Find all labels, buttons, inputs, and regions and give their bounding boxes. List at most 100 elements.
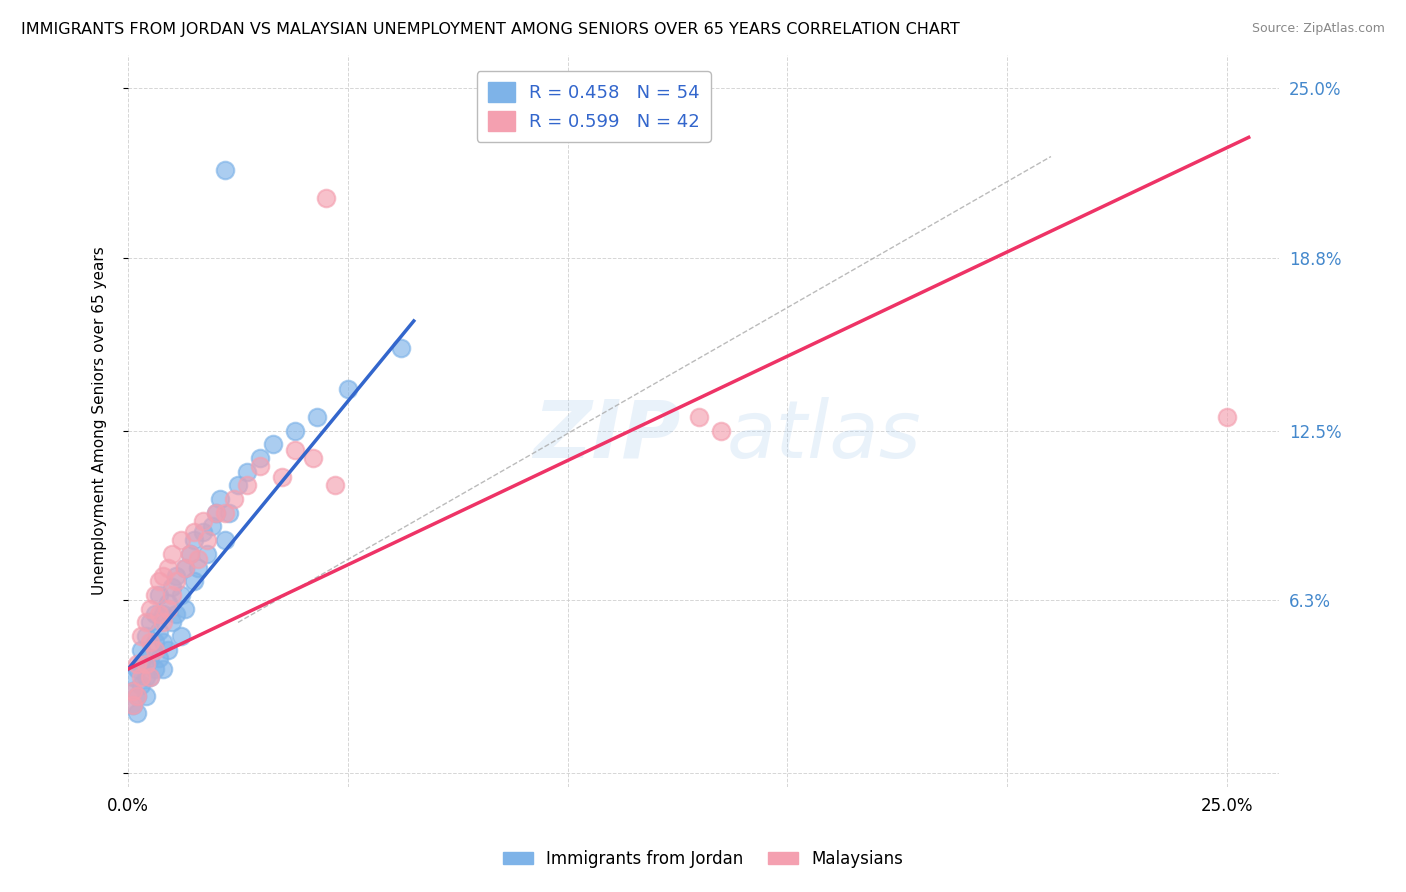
Point <box>166 607 188 622</box>
Point <box>143 588 166 602</box>
Point <box>135 690 157 704</box>
Point <box>139 670 162 684</box>
Point <box>143 634 166 648</box>
Point <box>143 642 166 657</box>
Point <box>389 342 412 356</box>
Point <box>218 506 240 520</box>
Point <box>174 601 197 615</box>
Point <box>179 547 201 561</box>
Point <box>131 629 153 643</box>
Point <box>214 533 236 548</box>
Point <box>160 615 183 630</box>
Point <box>710 424 733 438</box>
Text: atlas: atlas <box>727 397 921 475</box>
Point <box>170 588 193 602</box>
Point <box>187 552 209 566</box>
Point <box>121 684 143 698</box>
Legend: Immigrants from Jordan, Malaysians: Immigrants from Jordan, Malaysians <box>496 844 910 875</box>
Point <box>139 634 162 648</box>
Point <box>174 560 197 574</box>
Point <box>160 588 183 602</box>
Point <box>148 607 170 622</box>
Point <box>201 519 224 533</box>
Point <box>148 624 170 638</box>
Point <box>195 547 218 561</box>
Point <box>301 450 323 465</box>
Y-axis label: Unemployment Among Seniors over 65 years: Unemployment Among Seniors over 65 years <box>93 246 107 595</box>
Point <box>1215 409 1237 424</box>
Point <box>166 574 188 589</box>
Point <box>135 657 157 671</box>
Point <box>152 634 174 648</box>
Point <box>139 670 162 684</box>
Point <box>152 662 174 676</box>
Point <box>183 524 205 539</box>
Point <box>135 615 157 630</box>
Point <box>179 547 201 561</box>
Point <box>152 607 174 622</box>
Point <box>131 642 153 657</box>
Point <box>121 684 143 698</box>
Text: ZIP: ZIP <box>533 397 681 475</box>
Point <box>191 524 214 539</box>
Point <box>170 629 193 643</box>
Point <box>125 690 148 704</box>
Point <box>156 560 179 574</box>
Point <box>183 533 205 548</box>
Point <box>139 601 162 615</box>
Point <box>148 651 170 665</box>
Point <box>191 514 214 528</box>
Point <box>249 450 271 465</box>
Point <box>226 478 249 492</box>
Point <box>214 506 236 520</box>
Point <box>125 657 148 671</box>
Point <box>125 690 148 704</box>
Point <box>205 506 228 520</box>
Point <box>156 596 179 610</box>
Point <box>315 191 337 205</box>
Point <box>156 601 179 615</box>
Point <box>214 163 236 178</box>
Point <box>135 629 157 643</box>
Point <box>249 459 271 474</box>
Point <box>183 574 205 589</box>
Legend: R = 0.458   N = 54, R = 0.599   N = 42: R = 0.458 N = 54, R = 0.599 N = 42 <box>477 71 711 142</box>
Point <box>209 492 232 507</box>
Point <box>688 409 710 424</box>
Point <box>152 569 174 583</box>
Point <box>236 465 259 479</box>
Point <box>156 642 179 657</box>
Point <box>121 670 143 684</box>
Point <box>121 698 143 712</box>
Point <box>160 580 183 594</box>
Point <box>143 662 166 676</box>
Point <box>284 424 307 438</box>
Point <box>187 560 209 574</box>
Point <box>262 437 284 451</box>
Point <box>195 533 218 548</box>
Point <box>152 615 174 630</box>
Point <box>160 547 183 561</box>
Point <box>139 651 162 665</box>
Point <box>205 506 228 520</box>
Point <box>236 478 259 492</box>
Point <box>131 657 153 671</box>
Point <box>307 409 329 424</box>
Point <box>125 662 148 676</box>
Point <box>125 706 148 720</box>
Point <box>139 615 162 630</box>
Point <box>143 607 166 622</box>
Point <box>323 478 346 492</box>
Point <box>222 492 245 507</box>
Point <box>148 588 170 602</box>
Point <box>131 678 153 692</box>
Text: IMMIGRANTS FROM JORDAN VS MALAYSIAN UNEMPLOYMENT AMONG SENIORS OVER 65 YEARS COR: IMMIGRANTS FROM JORDAN VS MALAYSIAN UNEM… <box>21 22 960 37</box>
Point <box>166 569 188 583</box>
Point <box>336 383 359 397</box>
Point <box>131 670 153 684</box>
Point <box>170 533 193 548</box>
Point <box>271 470 294 484</box>
Point <box>148 574 170 589</box>
Point <box>121 698 143 712</box>
Point <box>174 560 197 574</box>
